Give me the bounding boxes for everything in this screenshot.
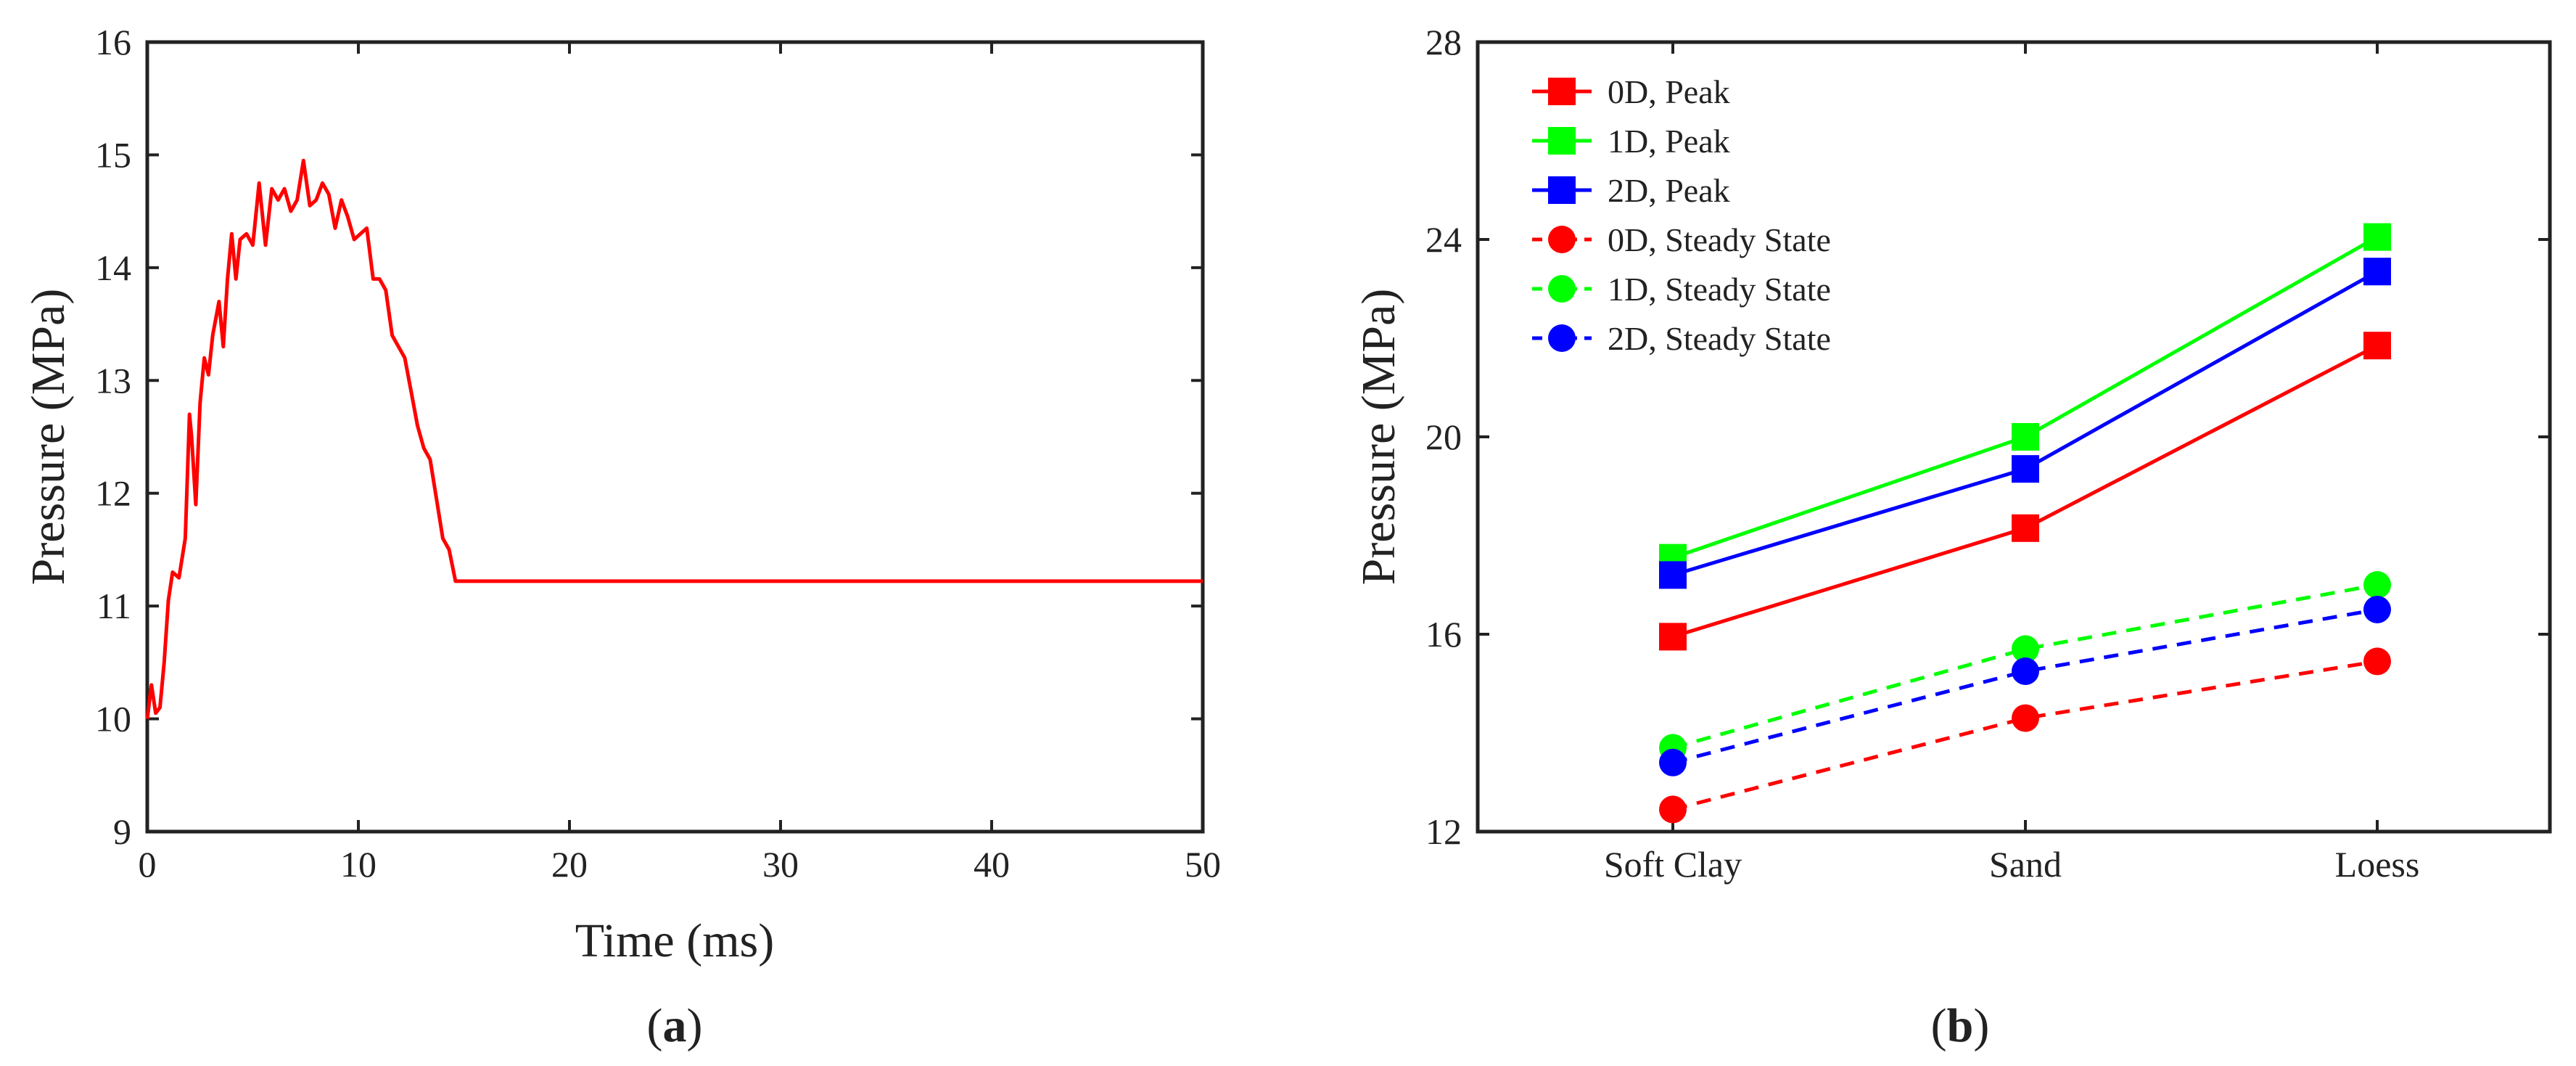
- y-tick-label: 9: [113, 811, 131, 852]
- panel-b-ticks: 12 16 20 24 28 Soft Clay Sand Loess: [1425, 22, 2550, 885]
- series-marker-circle: [2012, 657, 2039, 685]
- x-tick-label: 30: [762, 844, 799, 885]
- legend-marker-square: [1548, 176, 1576, 204]
- x-tick-label: 10: [340, 844, 376, 885]
- series-marker-square: [2012, 455, 2039, 483]
- panel-a-caption: (a): [647, 999, 703, 1052]
- series-marker-square: [2012, 514, 2039, 542]
- y-tick-label: 14: [95, 247, 131, 288]
- series-line-4: [1672, 583, 2378, 750]
- y-tick-label: 24: [1425, 219, 1462, 260]
- series-marker-square: [2363, 332, 2391, 360]
- x-category-label: Soft Clay: [1604, 844, 1742, 885]
- y-tick-label: 13: [95, 360, 131, 401]
- y-tick-label: 10: [95, 699, 131, 739]
- legend-label: 2D, Steady State: [1608, 320, 1831, 357]
- series-marker-circle: [2012, 704, 2039, 732]
- panel-b: 12 16 20 24 28 Soft Clay Sand Loess 0D, Peak 1D,…: [1352, 22, 2552, 1052]
- legend-marker-circle: [1548, 226, 1576, 253]
- y-tick-label: 11: [96, 586, 131, 626]
- y-tick-label: 12: [95, 473, 131, 514]
- legend-label: 1D, Steady State: [1608, 271, 1831, 308]
- legend-marker-square: [1548, 127, 1576, 155]
- series-line-3: [1672, 659, 2378, 811]
- series-marker-square: [1659, 561, 1687, 589]
- panel-a-y-axis-label: Pressure (MPa): [22, 289, 75, 586]
- panel-b-legend: 0D, Peak 1D, Peak 2D, Peak 0D, Steady State…: [1532, 73, 1831, 357]
- series-marker-circle: [2012, 635, 2039, 663]
- panel-a-ticks: 0 10 20 30 40 50 9 10 11 12 13 14 15 16: [95, 22, 1221, 885]
- panel-b-plot: [1659, 223, 2391, 824]
- x-tick-label: 20: [551, 844, 588, 885]
- y-tick-label: 16: [1425, 614, 1462, 655]
- series-line-5: [1672, 607, 2378, 765]
- legend-label: 1D, Peak: [1608, 123, 1730, 160]
- y-tick-label: 28: [1425, 22, 1462, 62]
- panel-a: 0 10 20 30 40 50 9 10 11 12 13 14 15 16 Time (ms) Pre…: [22, 22, 1221, 1052]
- series-marker-circle: [2363, 596, 2391, 623]
- x-tick-label: 50: [1185, 844, 1221, 885]
- y-tick-label: 20: [1425, 417, 1462, 457]
- series-marker-circle: [2363, 647, 2391, 676]
- panel-a-x-axis-label: Time (ms): [575, 914, 774, 967]
- series-marker-square: [2363, 258, 2391, 286]
- series-marker-circle: [1659, 795, 1687, 824]
- legend-marker-square: [1548, 78, 1576, 105]
- series-marker-square: [1659, 623, 1687, 651]
- legend-label: 0D, Peak: [1608, 73, 1730, 110]
- panel-a-plot: [145, 158, 1203, 719]
- legend-label: 0D, Steady State: [1608, 221, 1831, 258]
- y-tick-label: 15: [95, 134, 131, 175]
- x-tick-label: 40: [974, 844, 1010, 885]
- series-line-0: [1672, 343, 2379, 639]
- series-marker-square: [2363, 223, 2391, 251]
- x-tick-label: 0: [139, 844, 157, 885]
- panel-b-caption-letter: b: [1947, 999, 1974, 1052]
- panel-b-caption: (b): [1931, 999, 1990, 1052]
- series-marker-circle: [2363, 571, 2391, 599]
- legend-label: 2D, Peak: [1608, 172, 1730, 209]
- legend-marker-circle: [1548, 324, 1576, 352]
- series-marker-square: [2012, 423, 2039, 451]
- x-category-label: Sand: [1989, 844, 2062, 885]
- pressure-series-line: [145, 158, 1203, 719]
- panel-a-caption-letter: a: [663, 999, 687, 1052]
- y-tick-label: 12: [1425, 811, 1462, 852]
- y-tick-label: 16: [95, 22, 131, 62]
- series-marker-circle: [1659, 748, 1687, 776]
- panel-a-frame: [145, 40, 1205, 834]
- x-category-label: Loess: [2335, 844, 2420, 885]
- legend-marker-circle: [1548, 275, 1576, 303]
- panel-b-y-axis-label: Pressure (MPa): [1352, 289, 1405, 586]
